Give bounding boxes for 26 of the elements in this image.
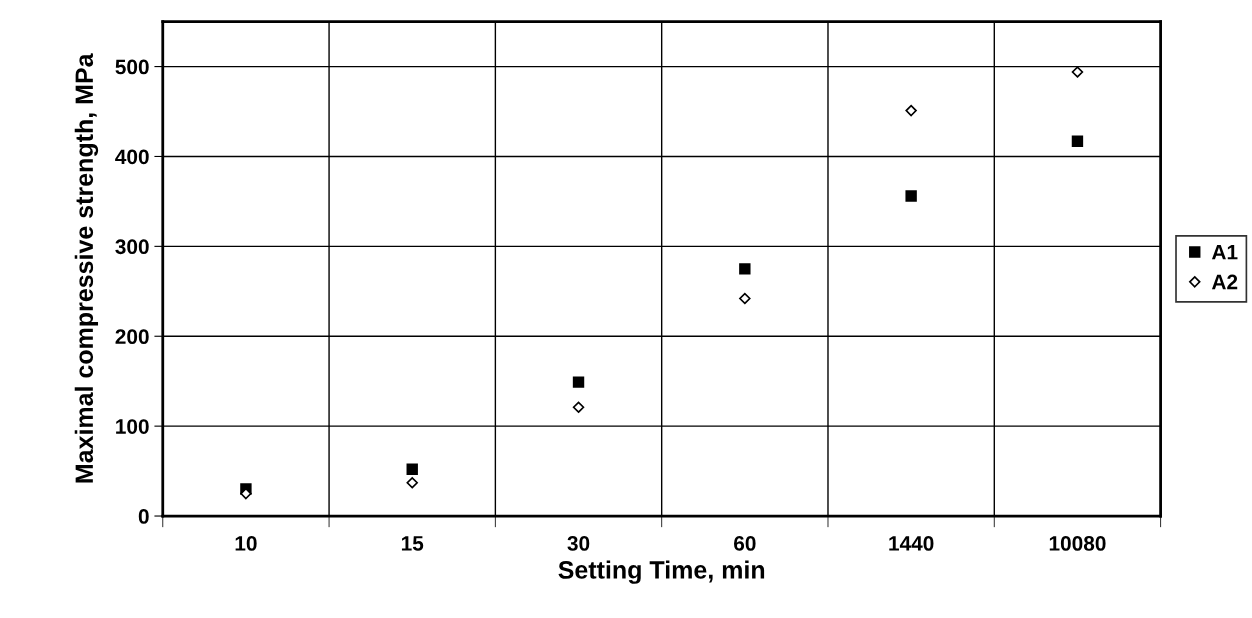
legend-label: A2 <box>1211 274 1238 290</box>
y-tick-label: 100 <box>116 419 149 434</box>
x-axis-title: Setting Time, min <box>558 560 765 584</box>
point <box>905 190 917 202</box>
point <box>1071 66 1084 78</box>
point <box>739 263 751 275</box>
y-tick-label: 0 <box>138 509 149 524</box>
point <box>406 477 418 489</box>
x-tick-label: 10080 <box>1049 536 1106 551</box>
y-axis-title: Maximal compressive strength, MPa <box>74 53 99 483</box>
point <box>739 292 751 305</box>
x-tick-label: 60 <box>734 536 756 551</box>
point <box>572 376 585 388</box>
point <box>1071 135 1084 147</box>
y-tick-label: 200 <box>115 329 149 344</box>
point <box>905 104 917 117</box>
y-tick-label: 300 <box>115 239 149 255</box>
x-tick-label: 30 <box>567 536 590 551</box>
point <box>572 401 585 414</box>
y-tick-label: 500 <box>115 59 149 75</box>
legend-label: A1 <box>1211 244 1238 260</box>
y-tick-label: 400 <box>115 149 149 165</box>
x-tick-label: 15 <box>401 536 424 551</box>
x-tick-label: 1440 <box>889 536 934 551</box>
x-tick-label: 10 <box>235 536 257 551</box>
point <box>406 463 418 475</box>
